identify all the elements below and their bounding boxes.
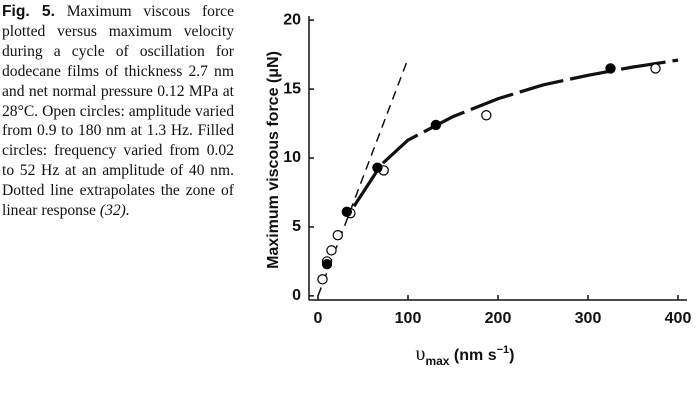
y-tick-label: 20	[283, 11, 301, 28]
x-axis-label: υmax (nm s−1)	[416, 343, 515, 368]
filled-circle	[372, 162, 383, 173]
x-tick-label: 200	[485, 310, 512, 327]
y-axis-label: Maximum viscous force (μN)	[265, 51, 282, 269]
fit-curve	[352, 58, 679, 208]
x-label-mid: (nm s	[449, 347, 496, 364]
y-tick-label: 0	[292, 287, 301, 304]
open-circle	[481, 110, 492, 121]
x-tick-label: 0	[314, 310, 323, 327]
filled-circle	[430, 119, 442, 131]
x-label-sub: max	[425, 354, 449, 368]
open-circle	[326, 245, 337, 256]
x-label-end: )	[509, 347, 514, 364]
filled-circle	[321, 258, 333, 270]
x-label-base: υ	[416, 343, 426, 365]
open-circle	[317, 274, 328, 285]
filled-circle	[341, 206, 352, 217]
caption-ref: (32).	[99, 202, 130, 220]
linear-extrapolation	[317, 58, 409, 297]
x-tick-label: 400	[665, 310, 692, 327]
y-tick-label: 10	[283, 149, 301, 166]
x-label-sup: −1	[497, 344, 510, 356]
open-circle	[650, 63, 661, 74]
caption-body: Maximum viscous force plotted versus max…	[2, 3, 234, 220]
caption: Fig. 5. Maximum viscous force plotted ve…	[2, 2, 234, 221]
open-circle	[332, 230, 343, 241]
caption-label: Fig. 5.	[2, 3, 55, 20]
y-tick-label: 15	[283, 80, 301, 97]
x-tick-label: 100	[395, 310, 422, 327]
y-tick-label: 5	[292, 218, 301, 235]
filled-circle	[605, 63, 616, 74]
x-tick-label: 300	[575, 310, 602, 327]
